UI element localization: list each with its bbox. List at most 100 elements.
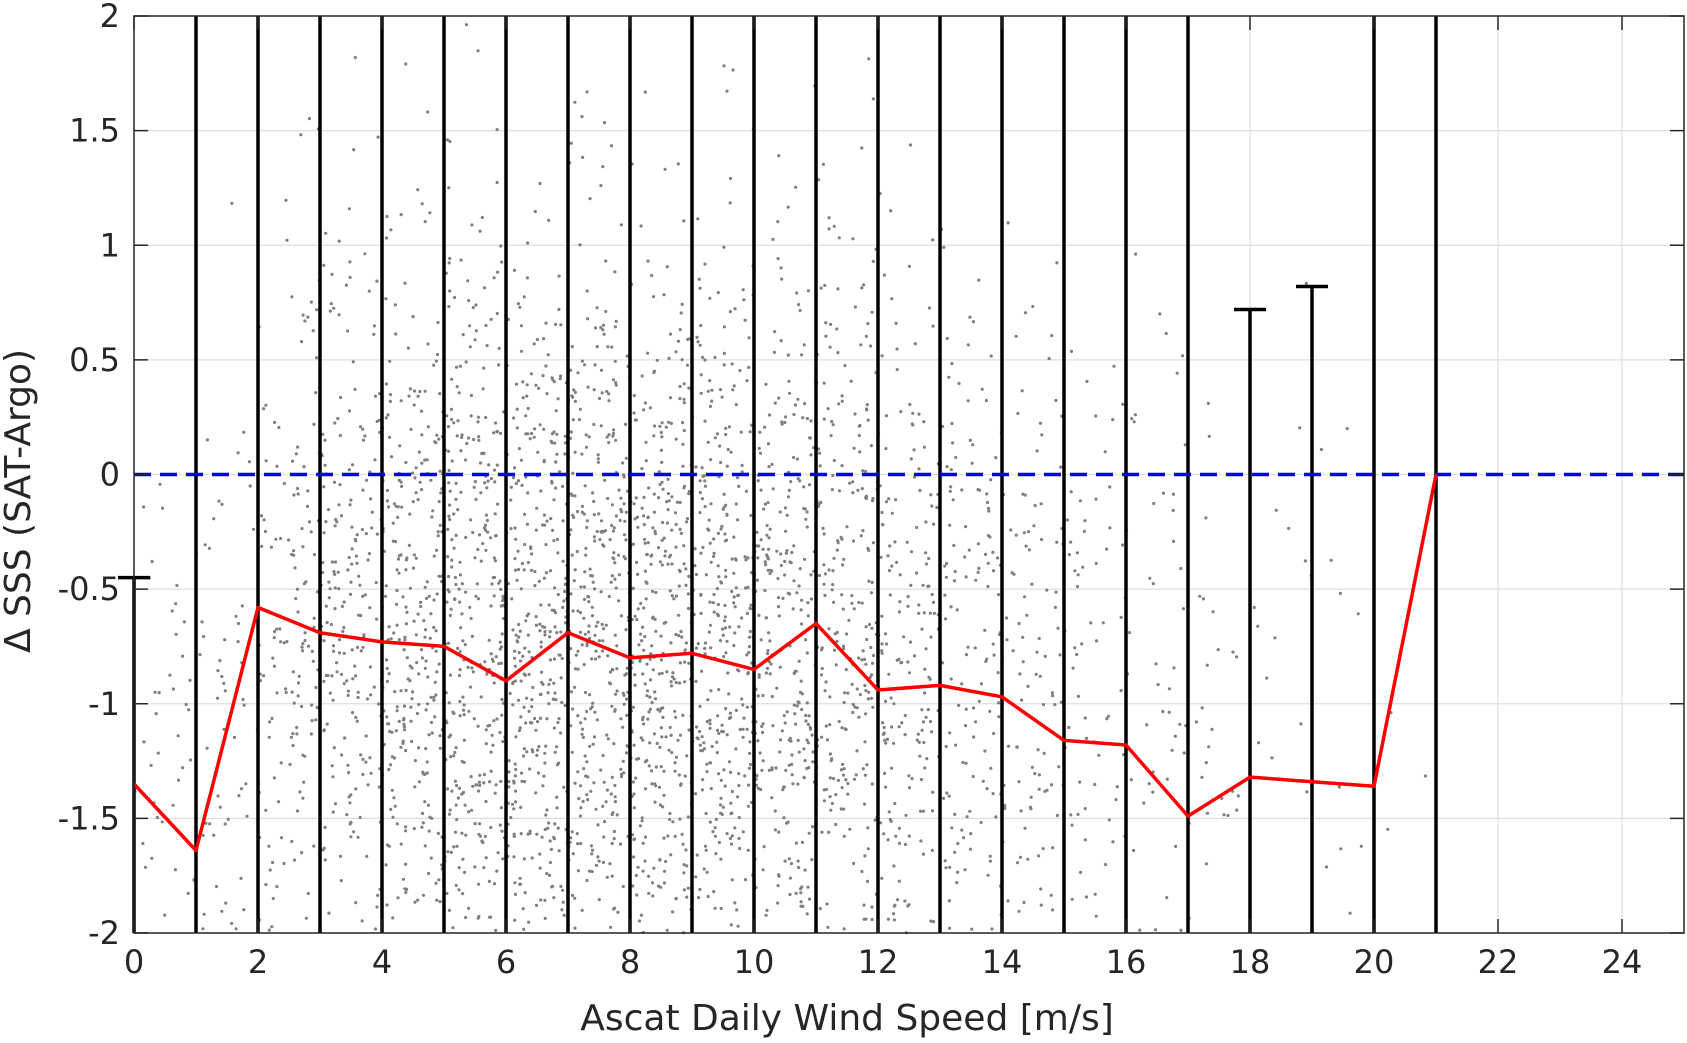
scatter-point (259, 514, 264, 518)
scatter-point (1059, 465, 1063, 469)
scatter-point (507, 759, 511, 763)
scatter-point (947, 375, 951, 379)
scatter-point (513, 466, 517, 470)
scatter-point (1070, 897, 1074, 901)
scatter-point (715, 612, 720, 616)
scatter-point (543, 751, 547, 755)
scatter-point (571, 707, 575, 711)
scatter-point (1210, 727, 1214, 732)
scatter-point (671, 671, 675, 675)
scatter-point (583, 632, 587, 636)
scatter-point (757, 673, 761, 677)
scatter-point (461, 333, 465, 337)
scatter-point (943, 859, 947, 863)
scatter-point (1006, 221, 1010, 225)
scatter-point (314, 685, 318, 690)
scatter-point (309, 530, 313, 534)
scatter-point (694, 679, 698, 684)
scatter-point (931, 324, 935, 328)
scatter-point (587, 630, 591, 634)
scatter-point (494, 655, 498, 659)
scatter-point (561, 519, 565, 523)
scatter-point (365, 478, 369, 482)
scatter-point (606, 654, 610, 658)
scatter-point (787, 379, 791, 383)
scatter-point (740, 463, 744, 467)
scatter-point (609, 144, 614, 148)
scatter-point (1024, 544, 1028, 548)
scatter-point (1016, 411, 1020, 415)
scatter-point (803, 759, 807, 763)
scatter-point (764, 382, 768, 386)
scatter-point (171, 687, 175, 691)
scatter-point (654, 629, 658, 633)
scatter-point (764, 563, 768, 567)
scatter-point (648, 707, 653, 711)
scatter-point (1121, 402, 1125, 406)
scatter-point (546, 826, 550, 830)
scatter-point (469, 414, 473, 418)
scatter-point (725, 513, 729, 517)
scatter-point (513, 649, 517, 653)
scatter-point (722, 619, 727, 623)
scatter-point (648, 741, 652, 745)
scatter-point (686, 886, 690, 890)
scatter-point (550, 441, 554, 445)
scatter-point (499, 587, 503, 592)
scatter-point (547, 218, 551, 222)
scatter-point (700, 497, 705, 501)
scatter-point (467, 299, 471, 303)
scatter-point (1200, 775, 1204, 780)
scatter-point (284, 687, 288, 691)
scatter-point (634, 873, 638, 878)
scatter-point (922, 740, 926, 745)
scatter-point (226, 817, 230, 821)
scatter-point (412, 403, 416, 407)
scatter-point (469, 616, 473, 621)
scatter-point (571, 852, 575, 856)
scatter-point (981, 779, 985, 783)
scatter-point (306, 315, 310, 319)
scatter-point (624, 510, 629, 514)
scatter-point (273, 420, 277, 425)
scatter-point (851, 539, 856, 543)
scatter-point (1009, 528, 1013, 532)
scatter-point (686, 337, 690, 341)
scatter-point (653, 690, 657, 694)
scatter-point (708, 722, 712, 726)
scatter-point (796, 782, 800, 786)
scatter-point (625, 744, 629, 748)
scatter-point (520, 561, 525, 566)
scatter-point (749, 513, 753, 518)
scatter-point (361, 594, 365, 599)
scatter-point (658, 482, 662, 487)
scatter-point (457, 888, 461, 892)
scatter-point (673, 709, 677, 713)
scatter-point (607, 392, 611, 396)
scatter-point (831, 776, 836, 781)
scatter-point (454, 582, 458, 587)
scatter-point (631, 705, 636, 709)
scatter-point (842, 834, 846, 838)
scatter-point (745, 653, 749, 657)
scatter-point (811, 825, 815, 829)
scatter-point (708, 296, 712, 300)
scatter-point (867, 690, 871, 694)
scatter-point (1038, 421, 1042, 425)
scatter-point (909, 457, 913, 461)
scatter-point (420, 461, 424, 465)
scatter-point (576, 667, 580, 671)
scatter-point (796, 738, 800, 743)
scatter-point (1073, 569, 1077, 573)
scatter-point (828, 752, 833, 756)
scatter-point (807, 897, 812, 901)
scatter-point (866, 322, 870, 326)
scatter-point (654, 590, 658, 595)
scatter-point (825, 738, 830, 742)
scatter-point (518, 876, 522, 880)
scatter-point (1165, 896, 1169, 900)
scatter-point (474, 497, 478, 501)
scatter-point (985, 787, 989, 791)
scatter-point (1164, 331, 1168, 336)
scatter-point (419, 604, 423, 609)
